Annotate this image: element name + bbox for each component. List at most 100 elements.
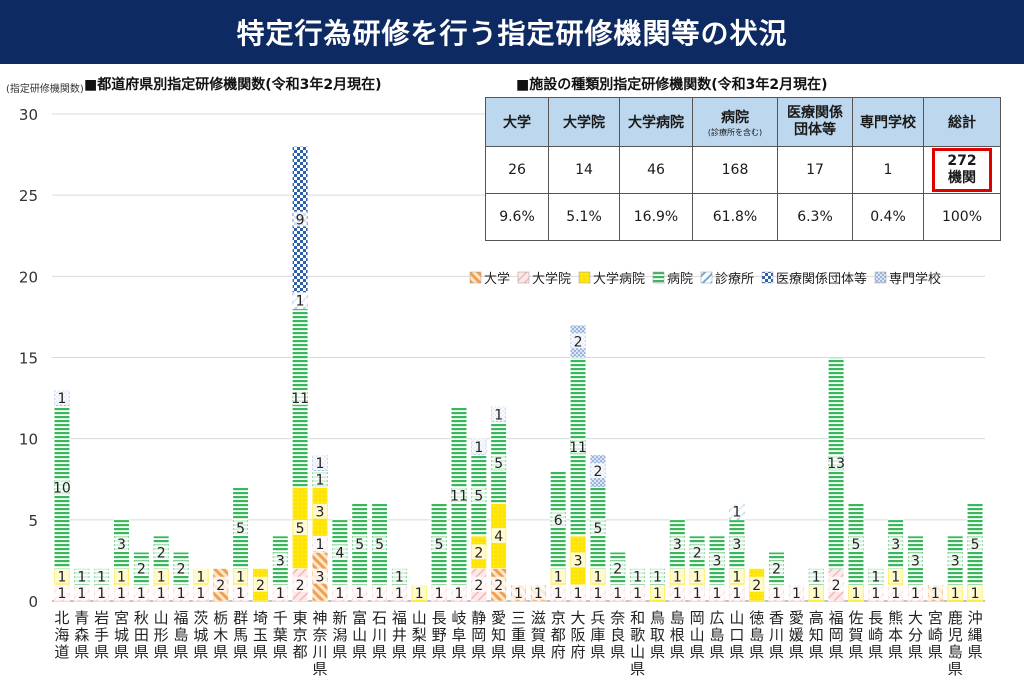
segment-label-bg xyxy=(491,528,506,544)
segment-value-label: 1 xyxy=(77,570,86,586)
x-tick-label: 徳島県 xyxy=(749,609,764,661)
segment-value-label: 1 xyxy=(871,570,880,586)
segment-label-bg xyxy=(710,552,725,568)
x-tick-label: 大分県 xyxy=(908,609,923,661)
x-tick-label: 奈良県 xyxy=(610,609,625,661)
x-tick-label: 静岡県 xyxy=(471,609,486,661)
segment-label-bg xyxy=(848,536,863,552)
segment-value-label: 1 xyxy=(574,586,583,602)
segment-label-bg xyxy=(690,568,705,584)
segment-value-label: 1 xyxy=(534,586,543,602)
segment-label-bg xyxy=(372,536,387,552)
segment-label-bg xyxy=(749,576,764,592)
segment-label-bg xyxy=(511,584,526,600)
segment-label-bg xyxy=(809,584,824,600)
segment-value-label: 1 xyxy=(693,570,702,586)
th-medical-assoc: 医療関係団体等 xyxy=(777,97,853,147)
segment-label-bg xyxy=(729,503,744,519)
segment-value-label: 1 xyxy=(951,586,960,602)
segment-value-label: 1 xyxy=(454,586,463,602)
th-hospital-sub: (診療所を含む) xyxy=(707,127,763,137)
segment-label-bg xyxy=(432,536,447,552)
segment-value-label: 3 xyxy=(911,553,920,569)
legend-swatch-clinic xyxy=(700,271,713,284)
segment-label-bg xyxy=(868,584,883,600)
pct-medical-assoc: 6.3% xyxy=(777,193,853,241)
chart-legend: 大学 大学院 大学病院 病院 診療所 医療関係団体等 専門学校 xyxy=(469,271,941,287)
segment-value-label: 1 xyxy=(852,586,861,602)
segment-label-bg xyxy=(54,568,69,584)
segment-label-bg xyxy=(630,568,645,584)
segment-label-bg xyxy=(94,568,109,584)
x-tick-label: 岡山県 xyxy=(690,609,705,661)
x-tick-label: 熊本県 xyxy=(888,609,903,661)
segment-label-bg xyxy=(690,544,705,560)
legend-label-grad: 大学院 xyxy=(532,271,571,287)
x-tick-label: 愛知県 xyxy=(491,609,506,661)
segment-labels: 1110111111131211212112115213251119313111… xyxy=(53,211,983,602)
x-tick-label: 群馬県 xyxy=(233,609,248,661)
segment-value-label: 2 xyxy=(613,562,622,578)
segment-value-label: 1 xyxy=(891,586,900,602)
legend-swatch-hospital xyxy=(652,271,665,284)
y-tick-label: 0 xyxy=(28,593,38,611)
segment-label-bg xyxy=(74,568,89,584)
segment-label-bg xyxy=(213,576,228,592)
segment-value-label: 2 xyxy=(494,578,503,594)
segment-value-label: 1 xyxy=(633,586,642,602)
x-tick-label: 沖縄県 xyxy=(968,609,983,661)
x-tick-label: 和歌山県 xyxy=(630,609,645,678)
segment-label-bg xyxy=(293,576,308,592)
segment-label-bg xyxy=(392,568,407,584)
segment-value-label: 1 xyxy=(137,586,146,602)
segment-value-label: 1 xyxy=(931,586,940,602)
segment-value-label: 1 xyxy=(474,440,483,456)
x-tick-label: 宮崎県 xyxy=(928,609,943,661)
segment-value-label: 1 xyxy=(593,586,602,602)
table-header-row: 大学 大学院 大学病院 病院 (診療所を含む) 医療関係団体等 専門学校 総計 xyxy=(485,97,1001,147)
segment-label-bg xyxy=(114,568,129,584)
x-tick-label: 福井県 xyxy=(392,609,407,661)
segment-label-bg xyxy=(690,584,705,600)
segment-label-bg xyxy=(471,487,486,503)
pct-univ-hosp: 16.9% xyxy=(619,193,693,241)
segment-value-label: 3 xyxy=(951,553,960,569)
segment-value-label: 1 xyxy=(57,391,66,407)
segment-value-label: 1 xyxy=(891,570,900,586)
segment-label-bg xyxy=(571,333,586,349)
count-univ: 26 xyxy=(485,146,549,194)
th-univ: 大学 xyxy=(485,97,549,147)
segment-label-bg xyxy=(233,519,248,535)
segment-label-bg xyxy=(54,390,69,406)
segment-value-label: 1 xyxy=(316,472,325,488)
x-tick-label: 高知県 xyxy=(809,609,824,661)
segment-label-bg xyxy=(670,568,685,584)
segment-label-bg xyxy=(769,584,784,600)
segment-value-label: 1 xyxy=(57,570,66,586)
y-tick-label: 5 xyxy=(28,512,38,530)
y-tick-label: 30 xyxy=(19,106,38,124)
segment-value-label: 5 xyxy=(296,521,305,537)
segment-label-bg xyxy=(968,584,983,600)
x-tick-label: 北海道 xyxy=(54,609,69,661)
segment-value-label: 2 xyxy=(256,578,265,594)
x-axis-labels: 北海道青森県岩手県宮城県秋田県山形県福島県茨城県栃木県群馬県埼玉県千葉県東京都神… xyxy=(54,609,982,678)
count-hospital: 168 xyxy=(692,146,778,194)
segment-value-label: 1 xyxy=(633,570,642,586)
segment-value-label: 1 xyxy=(713,586,722,602)
count-univ-hosp: 46 xyxy=(619,146,693,194)
x-tick-label: 富山県 xyxy=(352,609,367,661)
x-tick-label: 大阪府 xyxy=(571,609,586,661)
legend-swatch-univ_hosp xyxy=(578,271,591,284)
x-tick-label: 長野県 xyxy=(432,609,447,661)
segment-label-bg xyxy=(134,584,149,600)
segment-value-label: 1 xyxy=(653,586,662,602)
segment-label-bg xyxy=(610,560,625,576)
segment-value-label: 5 xyxy=(593,521,602,537)
segment-value-label: 1 xyxy=(732,570,741,586)
x-tick-label: 長崎県 xyxy=(868,609,883,661)
segment-value-label: 11 xyxy=(291,391,309,407)
legend-swatch-medical_assoc xyxy=(761,271,774,284)
x-tick-label: 福岡県 xyxy=(829,609,844,661)
y-axis-unit-note: (指定研修機関数) xyxy=(6,84,84,95)
